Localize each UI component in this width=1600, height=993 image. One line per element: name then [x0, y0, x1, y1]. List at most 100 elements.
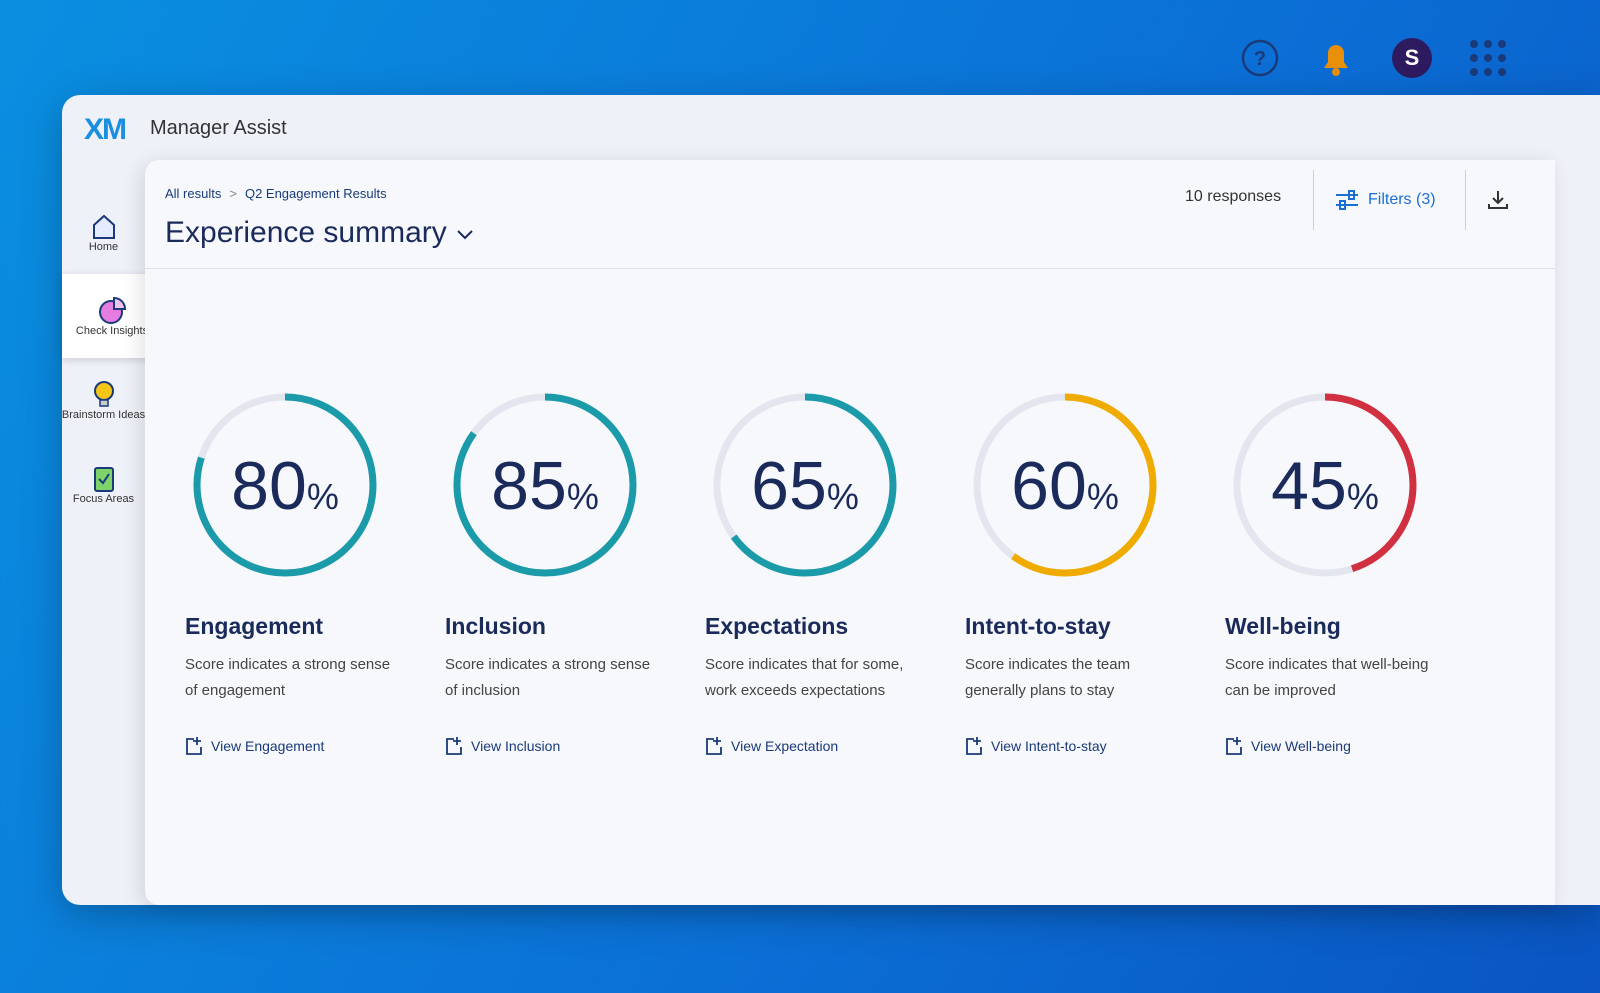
filters-button[interactable]: Filters (3) — [1313, 170, 1436, 230]
ring-chart — [973, 393, 1157, 577]
apps-icon[interactable] — [1468, 38, 1508, 78]
nav-focus[interactable]: Focus Areas — [62, 442, 145, 526]
score-cards: 80% Engagement Score indicates a strong se… — [185, 385, 1457, 756]
link-label: View Engagement — [211, 738, 325, 754]
link-icon-shape — [706, 737, 722, 755]
notification-icon[interactable] — [1316, 38, 1356, 78]
svg-text:?: ? — [1254, 48, 1266, 70]
card-description: Score indicates a strong sense of engage… — [185, 656, 391, 699]
download-icon — [1488, 191, 1508, 209]
score-ring: 85% — [445, 385, 645, 585]
ring-chart — [713, 393, 897, 577]
link-icon-shape — [966, 737, 982, 755]
responses: 10 responses — [1185, 188, 1282, 205]
card-title: Well-being — [1225, 613, 1341, 639]
breadcrumb: All results > Q2 Engagement Results — [165, 186, 387, 201]
link-icon — [706, 737, 722, 755]
score-number: 85 — [491, 448, 567, 524]
title-text: Experience summary — [165, 216, 447, 249]
ring-chart — [1233, 393, 1417, 577]
ring-chart — [453, 393, 637, 577]
ring-arc — [713, 393, 897, 577]
bulb-icon — [93, 381, 114, 407]
score-card: 45% Well-being Score indicates that well-b… — [1225, 385, 1457, 756]
link-label: View Intent-to-stay — [991, 738, 1107, 754]
link-icon-shape — [446, 737, 462, 755]
score-number: 65 — [751, 448, 827, 524]
panel-header: All results > Q2 Engagement Results Experi… — [145, 160, 1555, 269]
insights-icon — [99, 296, 127, 324]
top-icons: ? S — [1240, 38, 1508, 78]
ring-arc — [1233, 393, 1417, 577]
card-link[interactable]: View Well-being — [1225, 736, 1457, 756]
ring-chart — [193, 393, 377, 577]
link-icon-shape — [1226, 737, 1242, 755]
page-title[interactable]: Experience summary — [165, 216, 475, 250]
score-ring: 80% — [185, 385, 385, 585]
help-icon[interactable]: ? — [1240, 38, 1280, 78]
card-description: Score indicates that for some, work exce… — [705, 656, 904, 699]
card-title: Engagement — [185, 613, 324, 639]
score-value: 65% — [705, 447, 905, 525]
side-nav: Home Check Insights Brainstorm Ideas Foc… — [62, 190, 162, 526]
card-link[interactable]: View Intent-to-stay — [965, 736, 1197, 756]
ring-arc — [193, 393, 377, 577]
score-number: 80 — [231, 448, 307, 524]
score-value: 45% — [1225, 447, 1425, 525]
filters-label: Filters (3) — [1368, 191, 1436, 208]
score-number: 45 — [1271, 448, 1347, 524]
score-value: 80% — [185, 447, 385, 525]
card-link[interactable]: View Engagement — [185, 736, 417, 756]
link-icon — [1226, 737, 1242, 755]
ring-arc — [453, 393, 637, 577]
score-value: 85% — [445, 447, 645, 525]
score-ring: 65% — [705, 385, 905, 585]
link-label: View Inclusion — [471, 738, 561, 754]
nav-label: Brainstorm Ideas — [62, 409, 145, 421]
card-title: Intent-to-stay — [965, 613, 1111, 639]
score-unit: % — [1086, 476, 1119, 517]
avatar[interactable]: S — [1392, 38, 1432, 78]
score-card: 65% Expectations Score indicates that for … — [705, 385, 937, 756]
breadcrumb-item[interactable]: All results — [165, 186, 222, 201]
logo[interactable]: XM — [84, 113, 127, 146]
score-value: 60% — [965, 447, 1165, 525]
content-panel: All results > Q2 Engagement Results Experi… — [145, 160, 1555, 905]
dropdown-icon — [457, 230, 473, 240]
score-card: 85% Inclusion Score indicates a strong sen… — [445, 385, 677, 756]
link-icon — [186, 737, 202, 755]
score-card: 80% Engagement Score indicates a strong se… — [185, 385, 417, 756]
link-icon — [966, 737, 982, 755]
breadcrumb-item: Q2 Engagement Results — [244, 186, 387, 201]
nav-label: Home — [88, 241, 119, 253]
score-ring: 60% — [965, 385, 1165, 585]
card-link[interactable]: View Expectation — [705, 736, 937, 756]
score-unit: % — [306, 476, 339, 517]
link-label: View Expectation — [731, 738, 839, 754]
card-link[interactable]: View Inclusion — [445, 736, 677, 756]
card-title: Inclusion — [445, 613, 546, 639]
download-button[interactable] — [1465, 170, 1510, 230]
card-description: Score indicates a strong sense of inclus… — [445, 656, 651, 699]
link-icon — [446, 737, 462, 755]
score-number: 60 — [1011, 448, 1087, 524]
nav-label: Focus Areas — [72, 493, 135, 505]
card-title: Expectations — [705, 613, 849, 639]
card-description: Score indicates that well-being can be i… — [1225, 656, 1429, 699]
score-unit: % — [1346, 476, 1379, 517]
card-description: Score indicates the team generally plans… — [965, 656, 1131, 699]
breadcrumb-separator: > — [229, 186, 237, 201]
nav-home[interactable]: Home — [62, 190, 145, 274]
ring-arc — [973, 393, 1157, 577]
filter-icon — [1336, 190, 1358, 210]
nav-brainstorm[interactable]: Brainstorm Ideas — [62, 358, 145, 442]
score-unit: % — [826, 476, 859, 517]
link-icon-shape — [186, 737, 202, 755]
clipboard-icon — [93, 467, 114, 492]
nav-label: Check Insights — [75, 325, 149, 337]
link-label: View Well-being — [1251, 738, 1351, 754]
score-ring: 45% — [1225, 385, 1425, 585]
score-unit: % — [566, 476, 599, 517]
score-card: 60% Intent-to-stay Score indicates the tea… — [965, 385, 1197, 756]
